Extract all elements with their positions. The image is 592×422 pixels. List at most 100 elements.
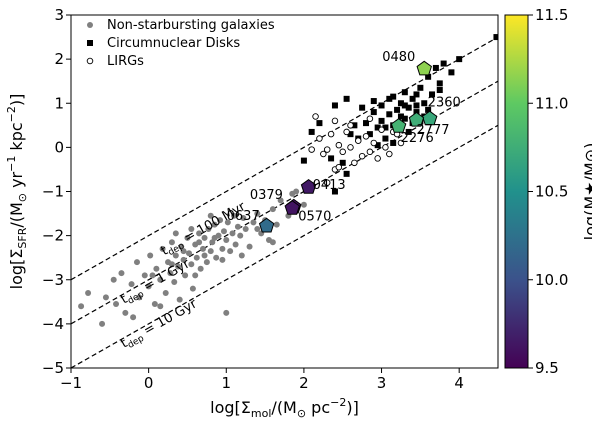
data-point-cnd bbox=[300, 157, 307, 164]
highlighted-galaxy-2360 bbox=[421, 110, 438, 126]
data-point-nonstarburst bbox=[196, 230, 203, 237]
data-point-nonstarburst bbox=[219, 245, 226, 252]
data-point-lirg bbox=[382, 144, 389, 151]
data-point-cnd bbox=[374, 142, 381, 149]
colorbar: 9.5 10.0 10.5 11.0 11.5 log(M★/M⊙) bbox=[504, 6, 592, 377]
annotation-0637: 0637 bbox=[227, 209, 260, 224]
data-point-nonstarburst bbox=[224, 219, 231, 226]
data-point-nonstarburst bbox=[157, 276, 164, 283]
data-point-lirg bbox=[374, 155, 381, 162]
data-point-nonstarburst bbox=[113, 301, 120, 308]
data-point-nonstarburst bbox=[78, 303, 85, 310]
colorbar-tick-label: 9.5 bbox=[535, 359, 559, 377]
data-point-cnd bbox=[394, 106, 401, 113]
annotation-2360: 2360 bbox=[428, 96, 461, 111]
data-point-nonstarburst bbox=[99, 320, 106, 327]
data-point-nonstarburst bbox=[184, 234, 191, 241]
data-point-nonstarburst bbox=[175, 263, 182, 270]
data-point-nonstarburst bbox=[110, 276, 117, 283]
y-tick-label: 3 bbox=[54, 6, 64, 24]
data-point-lirg bbox=[347, 122, 354, 129]
data-point-cnd bbox=[409, 95, 416, 102]
data-point-cnd bbox=[493, 34, 498, 41]
annotation-2276: 2276 bbox=[401, 131, 434, 146]
y-tick-label: 1 bbox=[54, 94, 64, 112]
data-point-nonstarburst bbox=[149, 272, 156, 279]
x-tick-label: 0 bbox=[144, 374, 154, 392]
data-point-nonstarburst bbox=[168, 261, 175, 268]
data-point-nonstarburst bbox=[277, 197, 284, 204]
data-point-nonstarburst bbox=[269, 206, 276, 213]
data-point-nonstarburst bbox=[207, 248, 214, 255]
data-point-cnd bbox=[425, 73, 432, 80]
data-point-nonstarburst bbox=[203, 259, 210, 266]
data-point-nonstarburst bbox=[220, 228, 227, 235]
data-point-cnd bbox=[436, 87, 443, 94]
data-point-lirg bbox=[343, 128, 350, 136]
data-point-cnd bbox=[390, 139, 397, 146]
data-point-nonstarburst bbox=[254, 210, 261, 217]
y-tick-label: 0 bbox=[54, 138, 64, 156]
y-tick-label: 2 bbox=[54, 50, 64, 68]
data-point-cnd bbox=[405, 104, 412, 111]
colorbar-gradient bbox=[504, 14, 529, 369]
data-point-lirg bbox=[327, 130, 335, 138]
data-point-lirg bbox=[335, 141, 343, 149]
data-point-nonstarburst bbox=[130, 314, 137, 321]
data-point-nonstarburst bbox=[238, 252, 245, 259]
data-point-nonstarburst bbox=[223, 237, 230, 244]
data-point-cnd bbox=[440, 60, 447, 67]
annotation-0570: 0570 bbox=[298, 209, 331, 224]
data-point-nonstarburst bbox=[227, 248, 234, 255]
data-point-nonstarburst bbox=[242, 226, 249, 233]
data-point-lirg bbox=[386, 150, 393, 158]
legend: Non-starbursting galaxies Circumnuclear D… bbox=[86, 18, 275, 69]
data-point-cnd bbox=[331, 102, 338, 109]
data-point-lirg bbox=[397, 139, 405, 147]
annotation-2777: 2777 bbox=[416, 123, 449, 138]
data-point-cnd bbox=[343, 170, 350, 177]
data-point-lirg bbox=[320, 150, 327, 158]
highlighted-galaxy-0570 bbox=[284, 200, 300, 215]
data-point-cnd bbox=[374, 124, 381, 131]
data-point-nonstarburst bbox=[171, 278, 178, 285]
x-tick-label: −1 bbox=[60, 374, 82, 392]
colorbar-tick-label: 11.0 bbox=[535, 94, 568, 112]
depletion-line bbox=[71, 124, 498, 368]
data-point-nonstarburst bbox=[197, 265, 204, 272]
y-tick-label: −4 bbox=[42, 315, 64, 333]
y-axis-label: log[ΣSFR/(M⊙ yr−1 kpc−2)] bbox=[5, 94, 29, 290]
data-point-cnd bbox=[417, 84, 424, 91]
data-point-nonstarburst bbox=[207, 212, 214, 219]
data-point-lirg bbox=[339, 148, 346, 156]
data-point-nonstarburst bbox=[176, 296, 183, 303]
data-point-cnd bbox=[347, 131, 354, 138]
data-point-lirg bbox=[347, 144, 354, 151]
data-point-nonstarburst bbox=[151, 301, 158, 308]
data-point-nonstarburst bbox=[231, 212, 238, 219]
data-point-nonstarburst bbox=[219, 256, 226, 263]
data-point-cnd bbox=[382, 135, 389, 142]
data-point-nonstarburst bbox=[213, 254, 220, 261]
annotation-0480: 0480 bbox=[382, 50, 415, 65]
colorbar-tick-label: 10.5 bbox=[535, 183, 568, 201]
data-point-nonstarburst bbox=[168, 239, 175, 246]
colorbar-tick-label: 11.5 bbox=[535, 6, 568, 24]
data-point-cnd bbox=[363, 120, 370, 127]
data-point-nonstarburst bbox=[162, 289, 169, 296]
data-point-lirg bbox=[316, 135, 323, 142]
data-point-cnd bbox=[308, 128, 315, 135]
data-point-cnd bbox=[370, 98, 377, 105]
x-tick-label: 2 bbox=[299, 374, 309, 392]
data-point-nonstarburst bbox=[217, 217, 224, 224]
data-point-nonstarburst bbox=[182, 272, 189, 279]
data-point-cnd bbox=[339, 159, 346, 166]
data-point-lirg bbox=[335, 163, 343, 171]
data-point-cnd bbox=[401, 102, 408, 109]
data-point-cnd bbox=[386, 111, 393, 118]
data-point-cnd bbox=[378, 117, 385, 124]
data-point-lirg bbox=[355, 137, 362, 145]
data-point-cnd bbox=[397, 113, 404, 120]
legend-marker-cnd bbox=[87, 40, 93, 46]
data-point-nonstarburst bbox=[147, 252, 154, 259]
